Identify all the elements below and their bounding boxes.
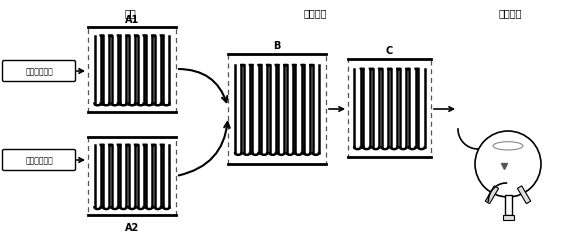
FancyArrowPatch shape bbox=[179, 122, 230, 176]
Text: A2: A2 bbox=[125, 222, 139, 232]
Polygon shape bbox=[485, 186, 499, 204]
FancyBboxPatch shape bbox=[2, 150, 76, 171]
Bar bbox=[228, 55, 326, 164]
FancyBboxPatch shape bbox=[2, 61, 76, 82]
Text: 预冷: 预冷 bbox=[124, 8, 136, 18]
Bar bbox=[88, 138, 176, 215]
Text: 混合反应: 混合反应 bbox=[303, 8, 327, 18]
Bar bbox=[505, 195, 512, 215]
Circle shape bbox=[475, 132, 541, 197]
Text: B: B bbox=[274, 41, 281, 51]
Text: 正丁基锂溶液: 正丁基锂溶液 bbox=[25, 156, 53, 165]
Bar bbox=[502, 215, 513, 220]
Bar bbox=[88, 28, 176, 112]
Text: A1: A1 bbox=[125, 15, 139, 25]
Ellipse shape bbox=[493, 142, 523, 150]
Text: 淬灭反应: 淬灭反应 bbox=[498, 8, 521, 18]
Text: 反应物混合液: 反应物混合液 bbox=[25, 67, 53, 76]
Text: C: C bbox=[386, 46, 393, 56]
Bar bbox=[348, 60, 431, 157]
Polygon shape bbox=[517, 186, 531, 204]
FancyArrowPatch shape bbox=[179, 70, 228, 103]
